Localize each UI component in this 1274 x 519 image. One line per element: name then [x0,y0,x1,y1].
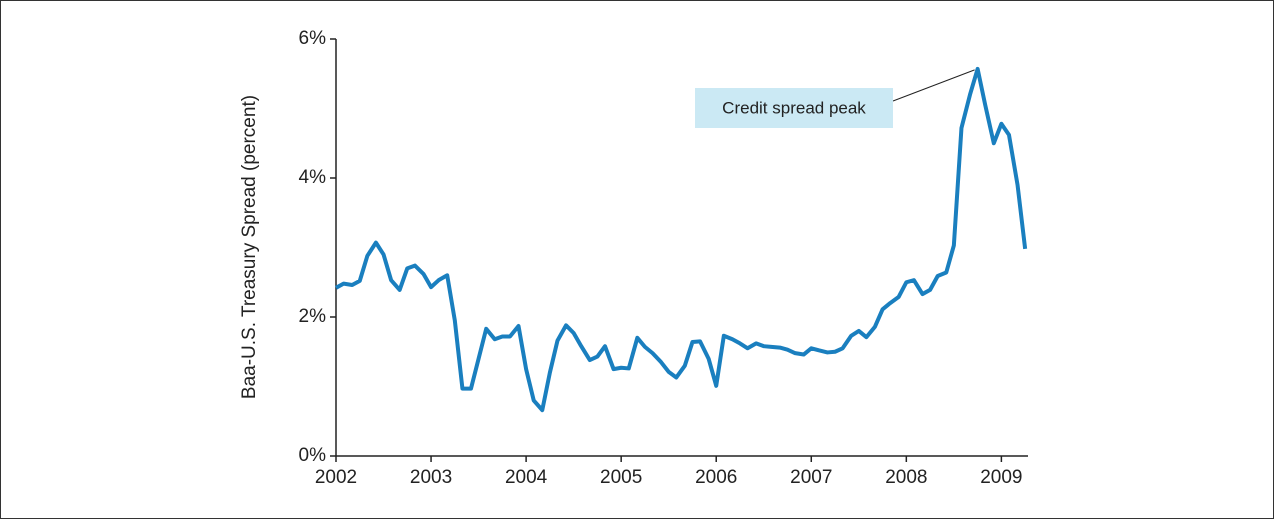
x-tick-label: 2007 [790,467,832,488]
y-tick-label: 6% [299,28,327,49]
x-tick-label: 2004 [505,467,548,488]
y-tick-label: 0% [299,445,327,466]
y-tick-label: 2% [299,306,327,327]
x-tick-label: 2009 [980,467,1022,488]
x-tick-label: 2006 [695,467,737,488]
x-tick-label: 2002 [315,467,357,488]
x-tick-label: 2003 [410,467,452,488]
y-tick-label: 4% [299,167,327,188]
annotation-leader [892,69,975,102]
y-axis-label: Baa-U.S. Treasury Spread (percent) [239,95,260,399]
annotation-text: Credit spread peak [722,98,866,117]
x-tick-label: 2008 [885,467,927,488]
x-tick-label: 2005 [600,467,642,488]
annotation-box [695,88,893,128]
data-line [335,66,1028,413]
